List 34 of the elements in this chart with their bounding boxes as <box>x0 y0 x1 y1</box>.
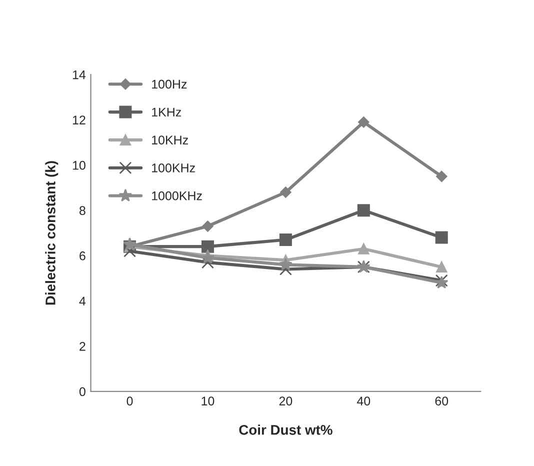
x-tick-label: 20 <box>279 396 292 406</box>
point <box>202 220 214 232</box>
point <box>279 234 292 246</box>
point <box>280 186 292 198</box>
x-tick-label: 0 <box>126 396 133 406</box>
y-tick-label: 6 <box>80 251 86 260</box>
legend-label: 1KHz <box>152 108 182 116</box>
y-tick-label: 10 <box>72 160 86 170</box>
point <box>357 204 370 217</box>
x-tick-label: 60 <box>435 396 448 406</box>
point <box>358 116 370 128</box>
point <box>435 231 448 244</box>
point <box>436 261 448 273</box>
legend-label: 10KHz <box>152 136 188 144</box>
point <box>123 237 136 250</box>
legend-label: 100KHz <box>152 164 195 172</box>
y-tick-label: 14 <box>72 70 86 80</box>
x-tick-label: 10 <box>202 396 214 406</box>
point <box>279 258 292 270</box>
y-tick-label: 2 <box>80 342 86 351</box>
legend-label: 100Hz <box>152 80 187 89</box>
point <box>201 240 214 253</box>
y-tick-label: 12 <box>72 116 86 124</box>
point <box>436 170 448 182</box>
point <box>124 244 136 258</box>
point <box>201 250 214 264</box>
y-tick-label: 4 <box>79 296 86 306</box>
y-axis-title: Dielectric constant (k) <box>45 161 58 305</box>
x-tick-label: 40 <box>356 396 370 406</box>
x-axis-title: Coir Dust wt% <box>239 424 332 435</box>
y-tick-label: 8 <box>80 206 86 216</box>
point <box>358 243 370 254</box>
y-tick-label: 0 <box>79 387 86 396</box>
legend-label: 1000KHz <box>152 191 202 200</box>
